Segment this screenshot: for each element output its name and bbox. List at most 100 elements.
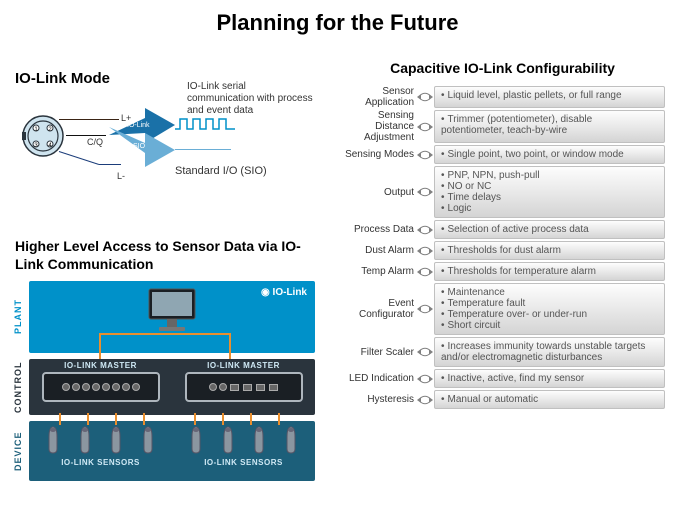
wire-plant-right <box>229 333 231 359</box>
sensor-group-1: IO-LINK SENSORS <box>38 421 164 467</box>
config-row-item: Temperature fault <box>441 298 658 309</box>
layer-label-device: DEVICE <box>13 421 23 481</box>
right-column: Capacitive IO-Link Configurability Senso… <box>340 60 665 411</box>
config-row-item: Increases immunity towards unstable targ… <box>441 341 658 363</box>
config-row: Dust Alarm Thresholds for dust alarm <box>340 241 665 260</box>
wire-dev-1 <box>59 413 61 425</box>
device-layer: IO-LINK SENSORS IO-LINK SENSORS <box>29 421 315 481</box>
sio-output-line <box>175 149 231 150</box>
config-row-label: Sensing Modes <box>340 145 416 164</box>
higher-level-diagram: PLANT CONTROL DEVICE ◉ IO-Link IO-LINK M… <box>15 281 315 481</box>
sensor-icon <box>42 425 64 455</box>
config-row-label: Hysteresis <box>340 390 416 409</box>
config-row-item: Selection of active process data <box>441 224 658 235</box>
plant-layer: ◉ IO-Link <box>29 281 315 353</box>
config-row: Sensing Distance Adjustment Trimmer (pote… <box>340 110 665 143</box>
config-row-label: Filter Scaler <box>340 337 416 367</box>
config-row-item: Thresholds for temperature alarm <box>441 266 658 277</box>
layer-label-control: CONTROL <box>13 359 23 415</box>
config-row-box: Trimmer (potentiometer), disable potenti… <box>434 110 665 143</box>
config-row-item: Thresholds for dust alarm <box>441 245 658 256</box>
svg-text:SIO: SIO <box>133 143 146 150</box>
svg-text:IO-Link: IO-Link <box>127 122 150 129</box>
wire-dev-4 <box>143 413 145 425</box>
desc-sio: Standard I/O (SIO) <box>175 165 303 177</box>
bidir-arrow-icon <box>416 110 434 143</box>
config-row-item: Inactive, active, find my sensor <box>441 373 658 384</box>
higher-level-title: Higher Level Access to Sensor Data via I… <box>15 238 325 273</box>
sensor-icon <box>248 425 270 455</box>
bidir-arrow-icon <box>416 262 434 281</box>
sensor-icon <box>105 425 127 455</box>
sensor-icon <box>280 425 302 455</box>
desc-serial: IO-Link serial communication with proces… <box>187 81 315 117</box>
monitor-icon <box>145 287 199 335</box>
config-row-label: Event Configurator <box>340 283 416 335</box>
wire-plant-h <box>99 333 230 335</box>
wire-dev-7 <box>250 413 252 425</box>
wire-dev-6 <box>222 413 224 425</box>
wire-mid <box>66 135 106 136</box>
wire-plant-left <box>99 333 101 359</box>
bidir-arrow-icon <box>416 283 434 335</box>
bidir-arrow-icon <box>416 145 434 164</box>
config-row-item: Trimmer (potentiometer), disable potenti… <box>441 114 658 136</box>
configurability-title: Capacitive IO-Link Configurability <box>340 60 665 76</box>
config-row-box: Single point, two point, or window mode <box>434 145 665 164</box>
io-link-master-1: IO-LINK MASTER <box>42 372 160 402</box>
config-row: Filter Scaler Increases immunity towards … <box>340 337 665 367</box>
io-link-master-2: IO-LINK MASTER <box>185 372 303 402</box>
layer-label-plant: PLANT <box>13 281 23 353</box>
config-row-item: Maintenance <box>441 287 658 298</box>
config-table: Sensor Application Liquid level, plastic … <box>340 86 665 409</box>
bidir-arrow-icon <box>416 390 434 409</box>
config-row-box: Liquid level, plastic pellets, or full r… <box>434 86 665 108</box>
config-row-box: Selection of active process data <box>434 220 665 239</box>
config-row: Event ConfiguratorMaintenanceTemperature… <box>340 283 665 335</box>
config-row: Process Data Selection of active process … <box>340 220 665 239</box>
wire-dev-5 <box>194 413 196 425</box>
config-row-item: Temperature over- or under-run <box>441 309 658 320</box>
config-row-item: Time delays <box>441 192 658 203</box>
config-row-box: Thresholds for temperature alarm <box>434 262 665 281</box>
config-row: Sensing Modes Single point, two point, or… <box>340 145 665 164</box>
left-column: IO-Link Mode 1 2 3 4 L+ C/Q L- IO-Link S… <box>15 70 325 481</box>
config-row-item: NO or NC <box>441 181 658 192</box>
wire-dev-3 <box>115 413 117 425</box>
config-row: LED Indication Inactive, active, find my … <box>340 369 665 388</box>
config-row-item: Logic <box>441 203 658 214</box>
config-row-label: Output <box>340 166 416 218</box>
config-row-label: Sensing Distance Adjustment <box>340 110 416 143</box>
config-row-label: Process Data <box>340 220 416 239</box>
config-row-item: Manual or automatic <box>441 394 658 405</box>
config-row-item: Liquid level, plastic pellets, or full r… <box>441 90 658 101</box>
bidir-arrow-icon <box>416 241 434 260</box>
config-row-box: PNP, NPN, push-pullNO or NCTime delaysLo… <box>434 166 665 218</box>
waveform-icon <box>175 117 235 131</box>
io-link-logo: ◉ IO-Link <box>261 287 307 298</box>
config-row-label: LED Indication <box>340 369 416 388</box>
config-row-item: Single point, two point, or window mode <box>441 149 658 160</box>
bidir-arrow-icon <box>416 337 434 367</box>
config-row-box: Manual or automatic <box>434 390 665 409</box>
config-row-label: Dust Alarm <box>340 241 416 260</box>
wire-dev-2 <box>87 413 89 425</box>
wire-dev-8 <box>278 413 280 425</box>
sensor-group-2: IO-LINK SENSORS <box>181 421 307 467</box>
io-link-mode-diagram: 1 2 3 4 L+ C/Q L- IO-Link SIO IO-Link se… <box>15 95 325 220</box>
config-row-box: Thresholds for dust alarm <box>434 241 665 260</box>
config-row: Hysteresis Manual or automatic <box>340 390 665 409</box>
page-title: Planning for the Future <box>0 0 675 36</box>
config-row: Sensor Application Liquid level, plastic … <box>340 86 665 108</box>
config-row-item: PNP, NPN, push-pull <box>441 170 658 181</box>
sensor-icon <box>74 425 96 455</box>
sensor-group-1-label: IO-LINK SENSORS <box>38 458 164 467</box>
bidir-arrow-icon <box>416 220 434 239</box>
wire-mid-label: C/Q <box>87 137 103 147</box>
config-row-label: Sensor Application <box>340 86 416 108</box>
sensor-group-2-label: IO-LINK SENSORS <box>181 458 307 467</box>
bidir-arrow-icon <box>416 369 434 388</box>
config-row: Output PNP, NPN, push-pullNO or NCTime de… <box>340 166 665 218</box>
config-row-box: MaintenanceTemperature faultTemperature … <box>434 283 665 335</box>
sensor-icon <box>137 425 159 455</box>
